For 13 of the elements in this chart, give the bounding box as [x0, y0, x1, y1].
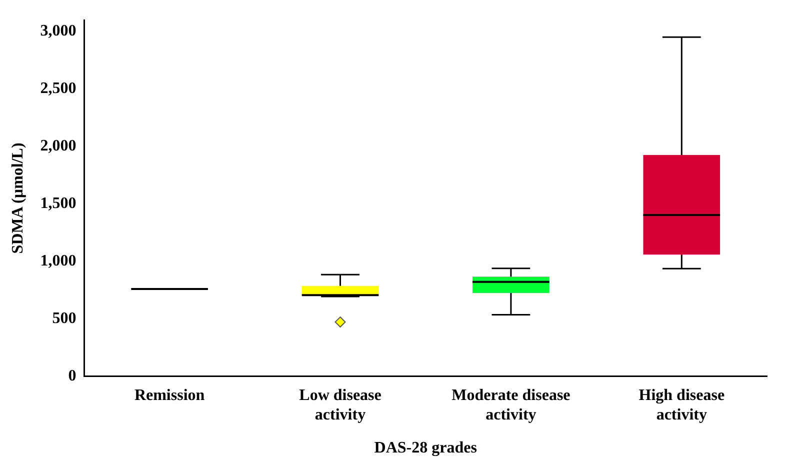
- y-tick-label: 500: [52, 310, 76, 328]
- y-tick-label: 1,500: [40, 195, 76, 212]
- x-axis-title: DAS-28 grades: [374, 440, 477, 457]
- x-tick-label: Low disease activity: [299, 387, 382, 424]
- y-tick-label: 1,000: [40, 252, 76, 270]
- x-tick-label: Remission: [134, 387, 205, 404]
- x-tick-label: Moderate disease activity: [452, 387, 570, 424]
- y-tick-label: 2,000: [40, 138, 76, 155]
- y-axis-title: SDMA (µmol/L): [10, 142, 27, 254]
- y-tick-label: 2,500: [40, 80, 76, 98]
- x-tick-label: High disease activity: [638, 387, 725, 424]
- y-tick-label: 3,000: [40, 22, 76, 40]
- y-tick-label: 0: [68, 368, 76, 385]
